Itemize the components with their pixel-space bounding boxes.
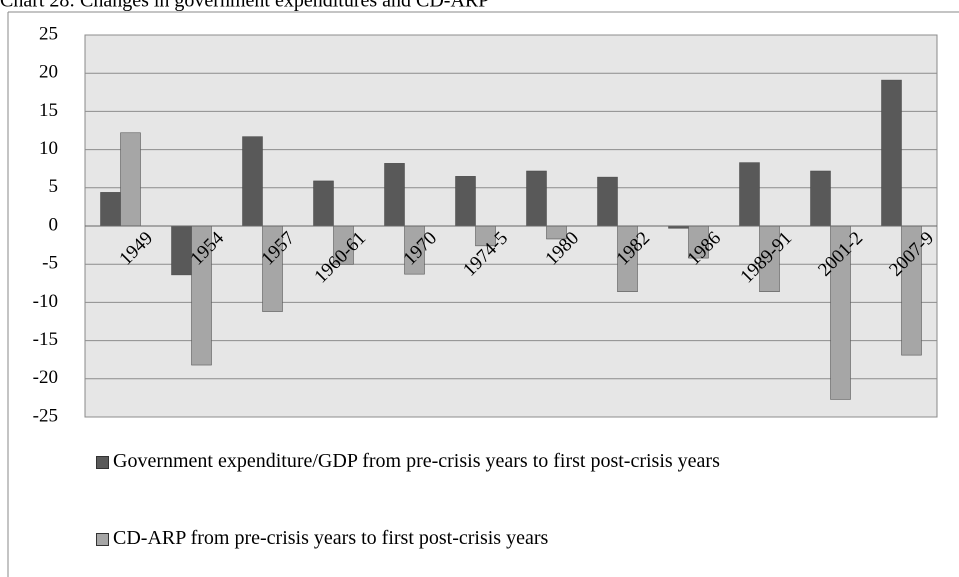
- bar: [242, 136, 263, 227]
- bar: [455, 176, 476, 227]
- legend-entry: CD-ARP from pre-crisis years to first po…: [96, 525, 936, 551]
- y-tick-label: 25: [39, 23, 58, 44]
- bar: [171, 225, 192, 276]
- bar: [810, 170, 831, 227]
- bar: [384, 163, 405, 227]
- y-tick-label: 20: [39, 62, 58, 83]
- bar: [100, 192, 121, 227]
- bar: [597, 176, 618, 227]
- y-tick-label: 5: [49, 176, 59, 197]
- bar: [739, 162, 760, 227]
- y-tick-label: -10: [33, 291, 58, 312]
- legend-label: Government expenditure/GDP from pre-cris…: [113, 450, 720, 472]
- chart-title: Chart 28: Changes in government expendit…: [0, 0, 489, 12]
- bar: [120, 132, 141, 227]
- y-tick-label: -20: [33, 367, 58, 388]
- bar: [526, 170, 547, 227]
- bar: [881, 79, 902, 227]
- y-tick-label: -5: [42, 253, 58, 274]
- legend-swatch: [96, 533, 109, 546]
- y-tick-label: 15: [39, 100, 58, 121]
- y-tick-label: 0: [49, 214, 59, 235]
- y-tick-label: -15: [33, 329, 58, 350]
- y-tick-label: -25: [33, 405, 58, 426]
- legend-label: CD-ARP from pre-crisis years to first po…: [113, 527, 549, 549]
- legend-entry: Government expenditure/GDP from pre-cris…: [96, 448, 936, 474]
- bar: [313, 180, 334, 227]
- legend-swatch: [96, 456, 109, 469]
- y-tick-label: 10: [39, 138, 58, 159]
